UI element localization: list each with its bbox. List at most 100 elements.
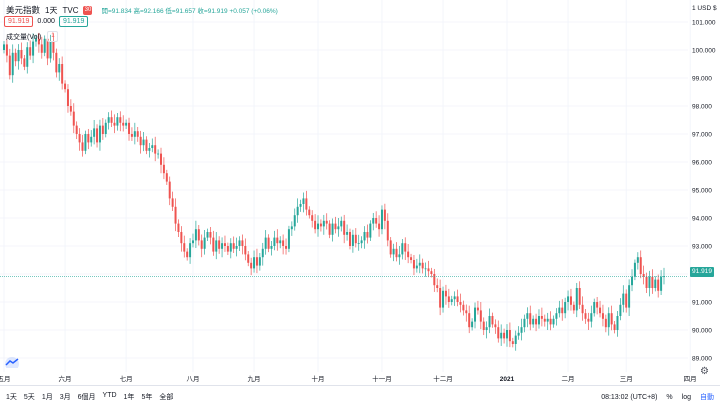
candle-body <box>439 288 442 308</box>
candle-body <box>116 117 119 126</box>
range-all[interactable]: 全部 <box>159 394 174 401</box>
ohlc-values: 開=91.834 高=92.166 低=91.657 收=91.919 +0.0… <box>101 8 278 15</box>
interval-label[interactable]: 1天 <box>45 5 58 15</box>
candle-body <box>497 327 500 339</box>
y-axis: 89.00090.00091.00092.00093.00094.00095.0… <box>692 20 716 363</box>
grid-lines <box>0 0 691 372</box>
x-tick-label: 七月 <box>120 374 133 383</box>
candle-body <box>660 276 663 291</box>
candle-body <box>101 125 104 134</box>
range-1y[interactable]: 1年 <box>123 394 135 401</box>
y-tick-label: 98.000 <box>692 104 712 111</box>
candle-body <box>180 232 183 244</box>
candle-body <box>305 198 308 210</box>
candle-body <box>343 220 346 235</box>
candle-body <box>139 136 142 146</box>
candle-body <box>8 55 11 76</box>
range-5y[interactable]: 5年 <box>141 394 153 401</box>
y-tick-label: 91.000 <box>692 300 712 307</box>
symbol-legend: 美元指數 1天 TVC 30 開=91.834 高=92.166 低=91.65… <box>6 4 278 16</box>
range-3m[interactable]: 3月 <box>59 394 71 401</box>
volume-label[interactable]: 成交量(Vol) <box>6 33 42 41</box>
spread-value: 0.000 <box>37 18 55 25</box>
candle-body <box>471 321 474 328</box>
tradingview-logo-icon[interactable] <box>4 355 20 373</box>
candle-body <box>479 310 482 322</box>
candle-body <box>357 243 360 244</box>
range-6m[interactable]: 6個月 <box>77 394 96 401</box>
candle-body <box>529 313 532 325</box>
symbol-name[interactable]: 美元指數 <box>6 5 41 15</box>
candle-body <box>663 276 665 278</box>
candle-body <box>348 232 351 246</box>
candle-body <box>81 142 84 151</box>
candle-body <box>72 111 75 126</box>
candle-body <box>532 318 535 325</box>
y-tick-label: 99.000 <box>692 76 712 83</box>
auto-scale-toggle[interactable]: 自動 <box>700 394 714 401</box>
range-ytd[interactable]: YTD <box>102 392 117 399</box>
sell-price-box[interactable]: 91.919 <box>4 16 34 27</box>
candle-body <box>241 240 244 246</box>
volume-badge[interactable]: 1 <box>47 31 59 42</box>
candle-body <box>590 313 593 322</box>
candle-body <box>604 318 607 328</box>
y-tick-label: 90.000 <box>692 328 712 335</box>
candle-body <box>546 318 549 322</box>
candle-body <box>514 335 517 344</box>
candle-body <box>244 246 247 255</box>
candle-body <box>552 318 555 325</box>
candle-body <box>314 220 317 230</box>
candle-body <box>104 122 107 134</box>
candle-body <box>599 307 602 314</box>
candle-body <box>191 240 194 244</box>
candle-body <box>543 318 546 322</box>
candle-body <box>628 285 631 308</box>
settings-gear-icon[interactable]: ⚙ <box>700 366 709 377</box>
buy-price-box[interactable]: 91.919 <box>58 16 89 27</box>
candle-body <box>264 237 267 249</box>
candle-body <box>651 276 654 288</box>
candle-body <box>212 237 215 252</box>
candle-body <box>555 313 558 319</box>
candle-body <box>5 44 8 56</box>
last-price-tag: 91.919 <box>690 267 714 277</box>
candle-body <box>596 302 599 308</box>
candle-body <box>186 251 189 258</box>
candle-body <box>363 232 366 241</box>
price-chart[interactable]: 89.00090.00091.00092.00093.00094.00095.0… <box>0 0 720 385</box>
candle-body <box>378 223 381 230</box>
candle-body <box>372 218 375 224</box>
candle-body <box>351 234 354 246</box>
range-5d[interactable]: 5天 <box>23 394 35 401</box>
x-tick-label: 八月 <box>186 375 199 383</box>
candle-body <box>125 122 128 126</box>
exchange-label: TVC <box>62 5 79 15</box>
percent-toggle[interactable]: % <box>666 393 673 401</box>
candle-body <box>340 220 343 227</box>
candle-body <box>308 209 311 216</box>
candle-body <box>107 117 110 123</box>
y-tick-label: 93.000 <box>692 244 712 251</box>
clock-time[interactable]: 08:13:02 (UTC+8) <box>601 393 658 401</box>
candle-body <box>572 304 575 311</box>
candle-body <box>401 243 404 255</box>
range-1m[interactable]: 1月 <box>41 394 53 401</box>
candle-body <box>337 226 340 230</box>
candle-body <box>37 38 40 45</box>
candle-body <box>369 223 372 238</box>
range-1d[interactable]: 1天 <box>6 394 17 401</box>
candle-body <box>631 276 634 286</box>
market-status-badge[interactable]: 30 <box>83 5 93 15</box>
candle-body <box>619 304 622 316</box>
candle-body <box>410 257 413 260</box>
log-toggle[interactable]: log <box>681 393 691 401</box>
candle-body <box>78 134 81 143</box>
candle-body <box>160 153 163 165</box>
candle-body <box>29 47 32 56</box>
bottom-toolbar: 1天 5天 1月 3月 6個月 YTD 1年 5年 全部 08:13:02 (U… <box>0 385 720 406</box>
currency-label[interactable]: 1 USD $ <box>692 5 717 12</box>
candle-body <box>273 237 276 246</box>
y-tick-label: 95.000 <box>692 188 712 195</box>
candle-body <box>412 260 415 269</box>
